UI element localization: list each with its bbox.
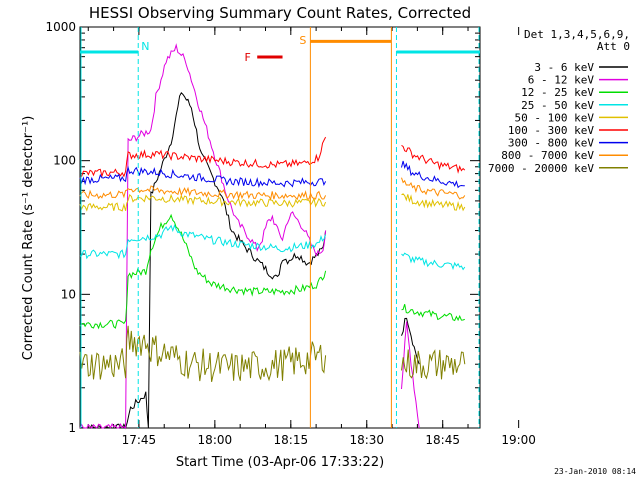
series-line xyxy=(79,223,327,260)
plot-area: 17:45 18:00 18:15 18:30 18:45 19:00 1 10 100 1000… xyxy=(45,20,535,447)
legend-label: 3 - 6 keV xyxy=(534,61,594,74)
series-line-after-gap xyxy=(401,317,420,365)
series-line xyxy=(79,193,327,212)
series-line-after-gap xyxy=(401,144,466,174)
x-axis-label: Start Time (03-Apr-06 17:33:22) xyxy=(176,455,384,470)
legend-label: 6 - 12 keV xyxy=(528,74,595,87)
flag-label-s: S xyxy=(299,34,306,47)
series-line xyxy=(79,185,327,201)
legend-header-1: Det 1,3,4,5,6,9, xyxy=(524,28,630,41)
y-tick-label: 10 xyxy=(61,287,76,301)
y-tick-label: 1000 xyxy=(45,20,76,34)
legend-label: 300 - 800 keV xyxy=(508,137,594,150)
legend-label: 12 - 25 keV xyxy=(521,86,594,99)
series-line xyxy=(79,213,327,330)
legend-label: 25 - 50 keV xyxy=(521,99,594,112)
x-tick-label: 18:15 xyxy=(274,433,309,447)
legend-label: 50 - 100 keV xyxy=(515,111,595,124)
flag-label-n: N xyxy=(141,40,149,53)
plot-frame xyxy=(79,26,481,429)
series-line xyxy=(79,43,327,429)
series-line-after-gap xyxy=(401,349,466,380)
series-line xyxy=(79,325,327,383)
series-line-after-gap xyxy=(401,193,466,212)
series-line xyxy=(79,165,327,189)
series-line-after-gap xyxy=(401,321,420,429)
legend-label: 100 - 300 keV xyxy=(508,124,594,137)
y-tick-label: 1 xyxy=(68,421,76,435)
y-axis-label: Corrected Count Rate (s⁻¹ detector⁻¹) xyxy=(21,116,36,361)
series-line xyxy=(79,91,327,430)
x-tick-label: 18:00 xyxy=(198,433,233,447)
x-tick-label: 17:45 xyxy=(122,433,157,447)
legend-label: 800 - 7000 keV xyxy=(501,149,594,162)
legend-header-2: Att 0 xyxy=(597,40,630,53)
series-line-after-gap xyxy=(401,304,465,322)
legend-label: 7000 - 20000 keV xyxy=(488,162,594,175)
y-tick-label: 100 xyxy=(53,154,76,168)
timestamp: 23-Jan-2010 08:14 xyxy=(554,467,636,476)
x-tick-label: 19:00 xyxy=(501,433,536,447)
flag-label-f: F xyxy=(245,51,251,64)
series-line-after-gap xyxy=(401,160,465,189)
chart-title: HESSI Observing Summary Count Rates, Cor… xyxy=(89,4,471,22)
x-tick-label: 18:45 xyxy=(425,433,460,447)
series-line xyxy=(79,136,327,179)
series-line-after-gap xyxy=(401,177,466,200)
x-tick-label: 18:30 xyxy=(349,433,384,447)
series-line-after-gap xyxy=(401,252,466,271)
